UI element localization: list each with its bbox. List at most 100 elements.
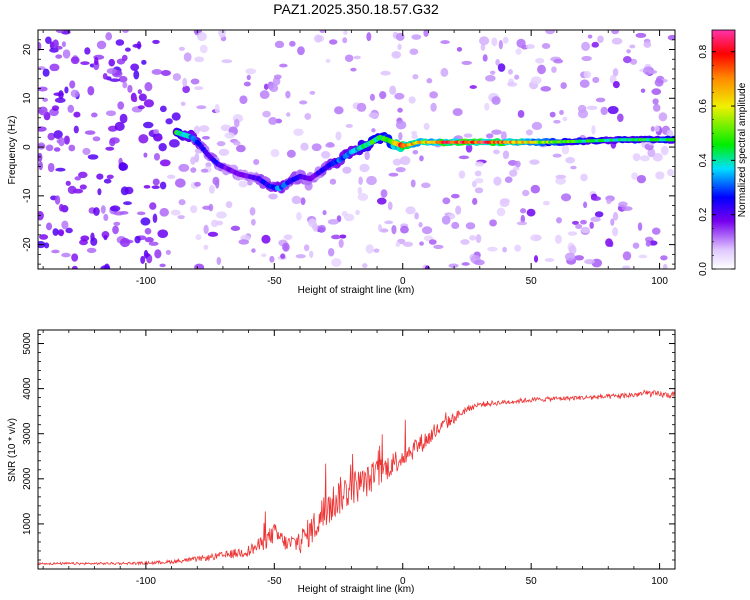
noise-blob (638, 254, 648, 259)
y-tick-label: 1000 (22, 512, 33, 535)
noise-blob (583, 201, 588, 209)
noise-blob (152, 213, 158, 223)
noise-blob (356, 102, 367, 112)
noise-blob (485, 133, 494, 139)
noise-blob (269, 255, 275, 263)
noise-blob (152, 178, 160, 186)
noise-blob (474, 177, 484, 184)
noise-blob (345, 124, 353, 128)
noise-blob (515, 160, 521, 168)
noise-blob (96, 40, 107, 50)
noise-blob (645, 240, 652, 247)
noise-blob (297, 46, 305, 56)
noise-blob (461, 262, 470, 266)
noise-blob (463, 133, 473, 138)
noise-blob (91, 112, 98, 118)
y-tick-label: 3000 (22, 422, 33, 445)
noise-blob (579, 79, 590, 88)
noise-blob (397, 107, 403, 113)
noise-blob (105, 146, 115, 151)
noise-blob (230, 225, 241, 231)
noise-blob (153, 128, 160, 135)
noise-blob (279, 63, 288, 68)
noise-blob (291, 195, 302, 205)
noise-blob (478, 36, 490, 46)
noise-blob (350, 67, 357, 72)
noise-blob (165, 249, 172, 255)
noise-blob (51, 249, 60, 254)
noise-blob (502, 246, 507, 253)
colorbar-tick-label: 0.6 (698, 99, 709, 113)
noise-blob (343, 213, 355, 222)
noise-blob (90, 232, 95, 242)
noise-blob (353, 55, 361, 60)
noise-blob (100, 265, 111, 269)
noise-blob (423, 122, 430, 131)
noise-blob (200, 168, 209, 173)
noise-blob (106, 68, 117, 75)
noise-blob (309, 250, 314, 258)
noise-blob (541, 43, 551, 50)
noise-blob (359, 163, 370, 173)
noise-blob (144, 81, 153, 92)
noise-blob (326, 141, 335, 148)
noise-blob (461, 60, 472, 65)
noise-blob (419, 155, 424, 162)
noise-blob (526, 208, 536, 217)
noise-blob (154, 249, 162, 259)
noise-blob (197, 32, 207, 42)
noise-blob (342, 166, 352, 174)
noise-blob (160, 69, 172, 76)
noise-blob (499, 198, 510, 208)
noise-blob (303, 244, 310, 252)
noise-blob (525, 44, 535, 49)
noise-blob (43, 242, 50, 249)
noise-blob (109, 78, 121, 82)
noise-blob (334, 106, 344, 115)
noise-blob (607, 105, 619, 115)
noise-blob (514, 74, 520, 80)
noise-blob (371, 128, 376, 133)
x-tick-label: 50 (526, 576, 538, 587)
noise-blob (54, 97, 66, 103)
noise-blob (71, 253, 79, 262)
noise-blob (517, 109, 525, 118)
noise-blob (61, 220, 69, 230)
noise-blob (344, 54, 354, 62)
noise-blob (68, 144, 76, 152)
noise-blob (105, 110, 117, 117)
noise-blob (64, 86, 69, 94)
noise-blob (143, 121, 154, 129)
noise-blob (574, 255, 584, 261)
noise-blob (339, 234, 347, 239)
noise-blob (239, 95, 248, 105)
noise-blob (491, 37, 498, 47)
noise-blob (58, 230, 64, 237)
noise-blob (537, 64, 546, 75)
noise-blob (411, 131, 418, 136)
noise-blob (159, 105, 167, 113)
noise-blob (617, 113, 624, 123)
noise-blob (118, 75, 128, 83)
noise-blob (660, 145, 669, 156)
noise-blob (412, 74, 419, 80)
noise-blob (263, 83, 269, 90)
noise-blob (535, 57, 545, 64)
noise-blob (480, 43, 486, 51)
colorbar-tick-label: 0.8 (698, 44, 709, 58)
noise-blob (430, 102, 437, 112)
noise-blob (113, 221, 121, 226)
spectrogram-y-label: Frequency (Hz) (7, 116, 18, 185)
noise-blob (216, 141, 226, 147)
noise-blob (117, 101, 125, 110)
x-tick-label: 100 (651, 576, 668, 587)
noise-blob (203, 244, 209, 250)
noise-blob (647, 148, 656, 158)
noise-blob (67, 104, 75, 113)
noise-blob (520, 214, 526, 224)
noise-blob (632, 153, 641, 162)
noise-blob (655, 171, 665, 180)
noise-blob (320, 150, 331, 159)
noise-blob (73, 125, 79, 134)
